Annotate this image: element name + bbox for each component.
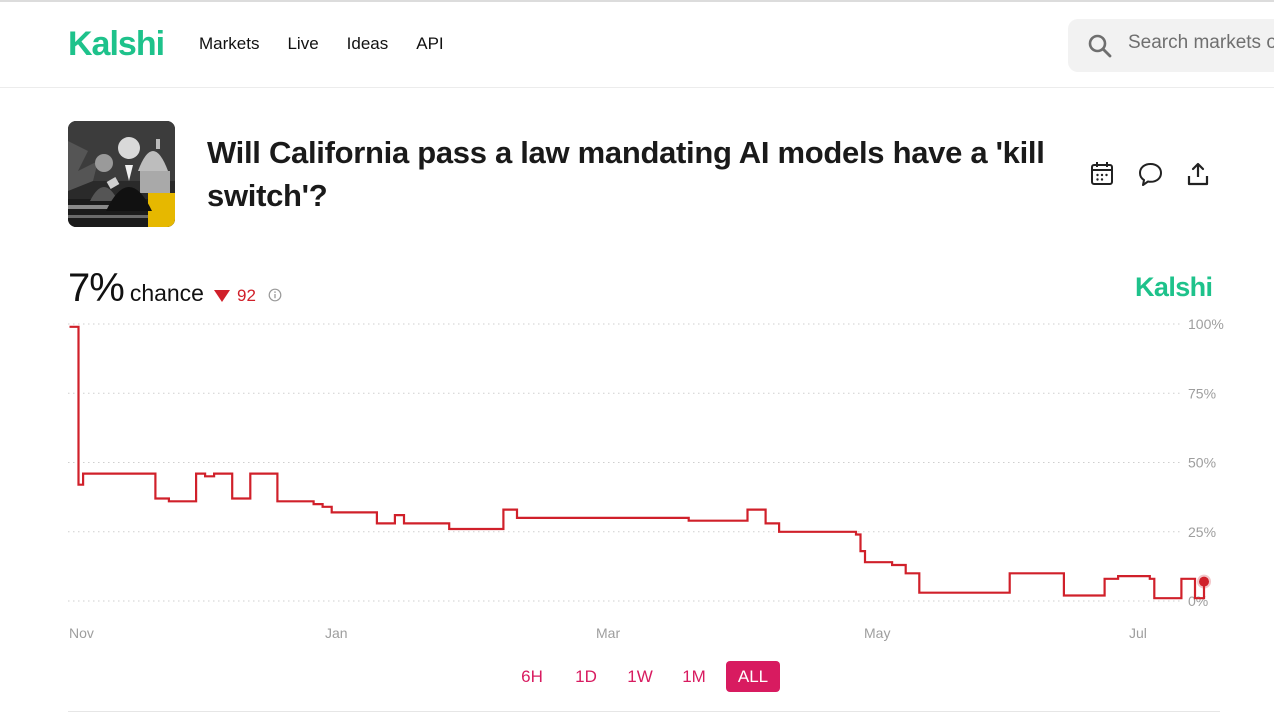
x-tick-label: Jan — [325, 625, 348, 641]
range-1m-button[interactable]: 1M — [682, 666, 706, 686]
nav-live[interactable]: Live — [287, 34, 319, 53]
probability-summary: 7% chance 92 — [68, 266, 282, 311]
calendar-icon — [1089, 160, 1115, 188]
nav-ideas[interactable]: Ideas — [346, 34, 389, 53]
change-value: 92 — [236, 286, 256, 305]
comment-icon — [1137, 160, 1164, 188]
range-1w-button[interactable]: 1W — [627, 666, 653, 686]
share-icon — [1185, 160, 1211, 188]
chance-label: chance — [129, 280, 204, 306]
probability-value: 7% — [68, 266, 125, 310]
nav-api[interactable]: API — [416, 34, 444, 53]
search-icon — [1087, 33, 1113, 64]
range-1d-button[interactable]: 1D — [575, 666, 597, 686]
y-tick-label: 50% — [1188, 455, 1216, 471]
kalshi-watermark: Kalshi — [1135, 272, 1213, 302]
bottom-divider — [68, 711, 1220, 712]
probability-chart: 100% 75% 50% 25% 0% Nov Jan Mar May Jul — [68, 316, 1224, 641]
main-nav: Markets Live Ideas API — [199, 34, 444, 54]
x-tick-label: Nov — [69, 625, 94, 641]
comment-button[interactable] — [1137, 160, 1164, 188]
x-tick-label: May — [864, 625, 890, 641]
kalshi-logo[interactable]: Kalshi — [68, 25, 165, 63]
range-6h-button[interactable]: 6H — [521, 666, 543, 686]
top-header: Kalshi Markets Live Ideas API — [0, 2, 1274, 88]
calendar-button[interactable] — [1089, 160, 1115, 188]
x-tick-label: Jul — [1129, 625, 1147, 641]
y-tick-label: 0% — [1188, 593, 1208, 609]
change-indicator: 92 — [213, 286, 256, 306]
time-range-selector: 6H 1D 1W 1M ALL — [510, 661, 780, 692]
search-box[interactable] — [1068, 19, 1274, 72]
y-tick-label: 100% — [1188, 316, 1224, 332]
top-divider — [0, 0, 1274, 2]
market-thumbnail — [68, 121, 175, 227]
nav-markets[interactable]: Markets — [199, 34, 260, 53]
y-tick-label: 25% — [1188, 524, 1216, 540]
range-all-button[interactable]: ALL — [726, 661, 780, 692]
search-input[interactable] — [1126, 31, 1274, 55]
share-button[interactable] — [1185, 160, 1211, 188]
series-line — [69, 325, 1206, 600]
market-title: Will California pass a law mandating AI … — [207, 135, 1045, 213]
x-tick-label: Mar — [596, 625, 620, 641]
info-icon[interactable] — [268, 288, 282, 307]
down-triangle-icon — [213, 290, 230, 302]
y-tick-label: 75% — [1188, 385, 1216, 401]
current-point-marker — [1199, 576, 1210, 587]
